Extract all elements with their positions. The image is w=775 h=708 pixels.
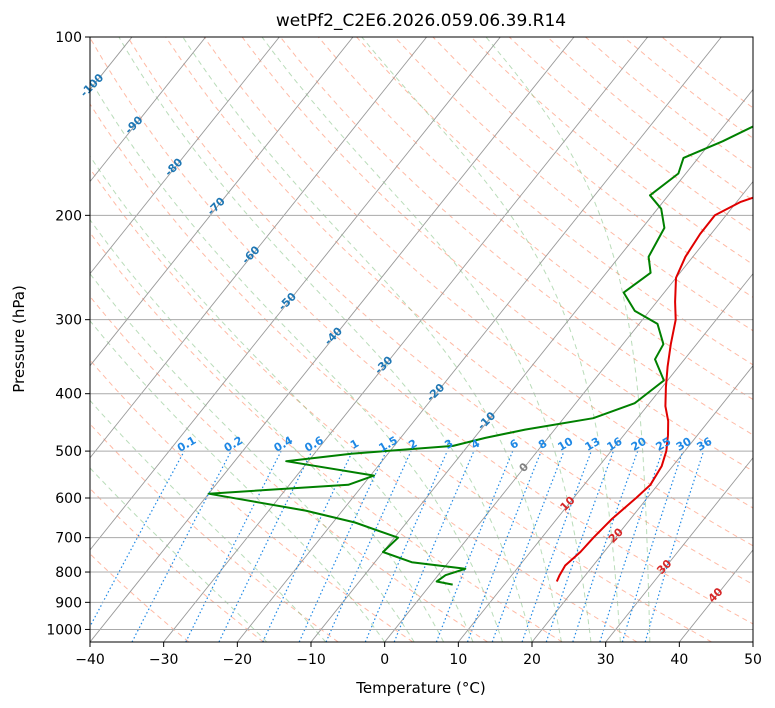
moist-adiabat [90, 218, 445, 642]
moist-adiabat [182, 37, 562, 642]
dry-adiabat [394, 37, 753, 332]
mixing-ratio-line [185, 450, 282, 642]
x-tick-label: −40 [75, 652, 105, 668]
y-tick-label: 200 [55, 208, 82, 224]
dry-adiabat [90, 295, 488, 642]
x-tick-label: 0 [380, 652, 389, 668]
isotherm [605, 457, 753, 642]
y-tick-label: 300 [55, 313, 82, 329]
plot-background [90, 37, 753, 642]
dry-adiabat [318, 37, 753, 401]
dry-adiabat [90, 103, 712, 642]
mixing-ratio-line [90, 450, 185, 628]
y-tick-label: 1000 [46, 622, 82, 638]
x-tick-label: 20 [523, 652, 541, 668]
dry-adiabat [90, 167, 638, 642]
mixing-ratio-line [572, 450, 639, 642]
isotherm [163, 37, 649, 642]
x-tick-label: 30 [597, 652, 615, 668]
isotherm [384, 180, 753, 642]
isotherm [531, 365, 753, 642]
mixing-ratio-line [521, 450, 592, 642]
isotherm [236, 37, 722, 642]
moist-adiabat [261, 37, 592, 642]
isotherm [90, 37, 428, 459]
chart-title: wetPf2_C2E6.2026.059.06.39.R14 [276, 11, 566, 31]
isotherm [0, 37, 58, 642]
y-tick-label: 400 [55, 387, 82, 403]
moist-adiabat [485, 37, 651, 642]
moist-adiabat [118, 37, 533, 642]
y-tick-label: 700 [55, 531, 82, 547]
y-axis-ticks: 100 200 300 400 500 600 700 800 900 1000 [46, 30, 90, 638]
isotherm [457, 272, 753, 642]
x-tick-label: −20 [223, 652, 253, 668]
mixing-ratio-line [644, 450, 705, 642]
mixing-ratio-line [545, 450, 614, 642]
isotherm [90, 37, 207, 183]
dry-adiabat [90, 553, 190, 642]
mixing-ratio-line [621, 450, 684, 642]
temperature-line [555, 196, 753, 582]
mixing-ratio-line [466, 450, 542, 642]
x-tick-label: −10 [296, 652, 326, 668]
isotherm [90, 37, 280, 275]
y-tick-label: 100 [55, 30, 82, 46]
isotherm [90, 37, 501, 551]
x-tick-label: −30 [149, 652, 179, 668]
mixing-ratio-line [364, 450, 448, 642]
mixing-ratio-line [325, 450, 412, 642]
x-axis-ticks: −40 −30 −20 −10 0 10 20 30 40 50 [75, 642, 762, 668]
y-tick-label: 800 [55, 565, 82, 581]
dewpoint-line [207, 125, 753, 586]
dry-adiabat [279, 37, 753, 436]
dry-adiabat [127, 37, 753, 586]
y-tick-label: 900 [55, 595, 82, 611]
isotherm [90, 37, 354, 367]
mixing-ratio-line [435, 450, 514, 642]
isotherm [752, 641, 753, 642]
y-axis-title: Pressure (hPa) [10, 285, 28, 393]
background-lines [90, 37, 753, 642]
mixing-ratio-line [491, 450, 565, 642]
moist-adiabat [361, 37, 621, 642]
x-tick-label: 40 [670, 652, 688, 668]
dry-adiabat [90, 231, 563, 642]
x-axis-title: Temperature (°C) [355, 679, 485, 697]
sounding-series [207, 125, 753, 586]
x-tick-label: 10 [449, 652, 467, 668]
plot-frame [89, 36, 754, 643]
y-tick-label: 500 [55, 444, 82, 460]
moist-adiabat [90, 155, 474, 642]
moist-adiabat [90, 399, 327, 642]
y-tick-label: 600 [55, 491, 82, 507]
x-tick-label: 50 [744, 652, 762, 668]
gridlines [0, 37, 753, 642]
isotherm [90, 37, 575, 642]
isotherm [310, 88, 753, 642]
dry-adiabat [90, 37, 753, 625]
mixing-ratio-line [599, 450, 663, 642]
moist-adiabat [90, 78, 503, 642]
dry-adiabat [90, 487, 264, 642]
moist-adiabat [90, 320, 386, 642]
dry-adiabat [203, 37, 753, 509]
